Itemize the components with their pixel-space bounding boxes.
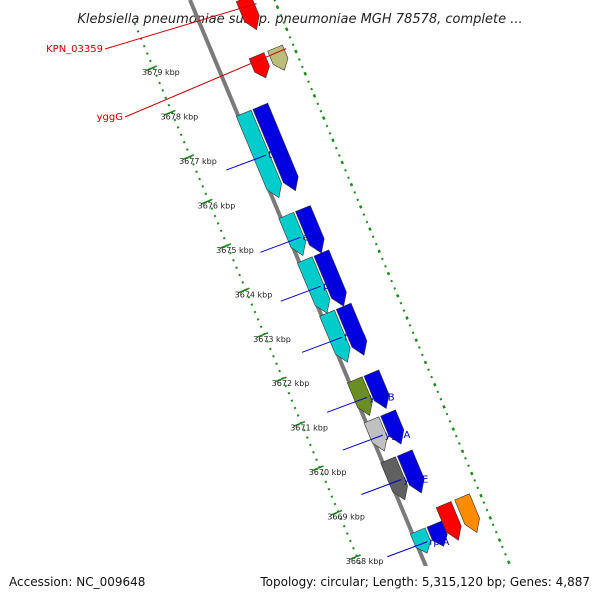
tick-mark <box>182 154 195 161</box>
tick-label: 3676 kbp <box>198 201 236 210</box>
yggA-leader-line <box>342 434 384 451</box>
gene-arrow <box>435 501 462 541</box>
tktA-label: tktA <box>268 150 289 161</box>
footer-background <box>0 566 600 600</box>
rpiA-label: rpiA <box>429 537 449 548</box>
yggE-label: yggE <box>403 475 428 486</box>
tick-mark <box>256 331 269 338</box>
fbaA-arrow <box>335 302 368 356</box>
tick-label: 3673 kbp <box>253 335 291 344</box>
tktA-leader-line <box>226 154 267 171</box>
map-title: Klebsiella pneumoniae subsp. pneumoniae … <box>77 12 522 27</box>
tick-label: 3674 kbp <box>235 290 273 299</box>
gene-arrow <box>248 52 270 79</box>
yggA-label: yggA <box>385 430 411 441</box>
inner-track-dash <box>442 405 446 409</box>
yggA-arrow <box>380 409 405 445</box>
inner-track-dash <box>405 316 409 320</box>
KPN_03359-leader-line <box>104 3 257 50</box>
inner-track-dash <box>321 116 326 120</box>
inner-track-dash <box>488 516 493 520</box>
rpiA-leader-line <box>387 541 428 558</box>
tick-label: 3678 kbp <box>161 113 199 122</box>
gene-arrow <box>278 212 307 257</box>
yggB-leader-line <box>326 396 368 413</box>
pgk-label: pgk <box>323 281 342 292</box>
pgk-leader-line <box>280 285 322 302</box>
inner-track-dash <box>451 427 456 431</box>
yggB-arrow <box>363 369 390 409</box>
inner-track-dash <box>340 160 344 165</box>
yggG-arrow <box>267 44 289 71</box>
gene-layer <box>235 0 480 554</box>
inner-track-dash <box>358 205 363 209</box>
tick-mark <box>163 109 176 116</box>
inner-track-dash <box>312 93 317 98</box>
gene-arrow <box>363 416 388 452</box>
epd-label: epd <box>302 232 321 243</box>
inner-track-dash <box>386 271 391 276</box>
inner-track-dash <box>497 538 502 543</box>
tick-mark <box>201 198 213 205</box>
tick-label: 3677 kbp <box>179 157 217 166</box>
tick-label: 3669 kbp <box>327 513 365 522</box>
yggG-leader-line <box>124 48 287 118</box>
gene-arrow <box>347 376 373 417</box>
yggB-label: yggB <box>369 392 395 403</box>
gene-arrow <box>235 109 282 199</box>
yggG-label: yggG <box>97 112 123 123</box>
tick-mark <box>312 465 324 472</box>
gene-arrow <box>380 456 408 501</box>
epd-arrow <box>295 205 325 254</box>
tick-mark <box>275 376 287 383</box>
KPN_03359-label: KPN_03359 <box>46 44 103 55</box>
inner-track-dash <box>479 493 483 498</box>
topology-text: Topology: circular; Length: 5,315,120 bp… <box>259 575 590 589</box>
tick-mark <box>145 65 158 72</box>
gene-arrow <box>319 309 351 363</box>
inner-track-dash <box>423 360 428 365</box>
inner-track-dash <box>331 138 335 143</box>
fbaA-leader-line <box>301 336 343 353</box>
tick-mark <box>330 509 343 516</box>
tktA-arrow <box>252 102 299 192</box>
tick-layer: 3679 kbp 3678 kbp 3677 kbp 3676 kbp 3675 kbp… <box>142 65 384 566</box>
gene-arrow <box>297 256 331 314</box>
label-layer: KPN_03359 yggG tktA epd pgk fbaA yggB yggA yggE r… <box>46 3 450 558</box>
tick-label: 3672 kbp <box>272 379 310 388</box>
yggE-leader-line <box>361 479 402 495</box>
inner-track-dash <box>349 182 354 187</box>
inner-track-dash <box>460 449 465 454</box>
accession-text: Accession: NC_009648 <box>9 575 145 589</box>
tick-mark <box>349 554 361 561</box>
yggE-arrow <box>397 449 425 494</box>
inner-track-dash <box>414 338 418 343</box>
fbaA-label: fbaA <box>344 332 367 343</box>
gene-arrow <box>454 493 480 534</box>
tick-mark <box>219 243 232 250</box>
tick-mark <box>238 287 250 294</box>
inner-track-dash <box>294 49 298 54</box>
epd-leader-line <box>260 236 301 253</box>
tick-label: 3670 kbp <box>309 468 347 477</box>
pgk-arrow <box>313 249 347 307</box>
tick-mark <box>293 420 306 427</box>
inner-track-dash <box>368 227 372 231</box>
inner-track-dash <box>284 27 289 31</box>
inner-track-dash <box>507 560 511 565</box>
tick-label: 3675 kbp <box>216 246 254 255</box>
inner-track-dash <box>303 71 307 76</box>
inner-track-dash <box>275 5 280 9</box>
inner-track-dash <box>377 249 381 254</box>
gene-arrow <box>410 527 432 554</box>
tick-label: 3679 kbp <box>142 68 180 77</box>
tick-label: 3671 kbp <box>290 424 328 433</box>
tick-label: 3668 kbp <box>346 557 384 566</box>
inner-track-dash <box>396 293 400 298</box>
inner-track-dash <box>470 471 474 476</box>
inner-track-dash <box>433 382 437 387</box>
